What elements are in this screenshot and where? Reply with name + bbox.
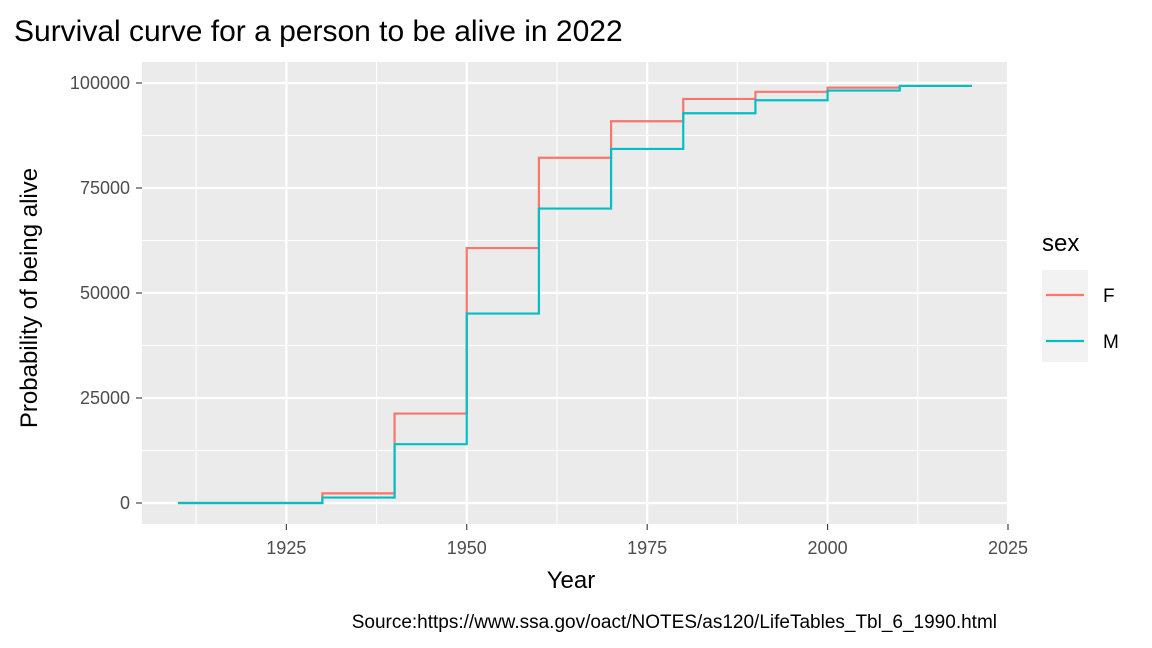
legend-label-M: M [1103, 332, 1119, 353]
legend-title: sex [1042, 230, 1079, 257]
legend-label-F: F [1103, 286, 1115, 307]
legend: sex F M [1042, 230, 1119, 362]
legend-key-background [1042, 270, 1088, 362]
series-lines [178, 84, 972, 505]
x-tick-label: 1975 [627, 538, 667, 558]
x-tick-label: 2000 [808, 538, 848, 558]
source-caption: Source:https://www.ssa.gov/oact/NOTES/as… [352, 612, 997, 633]
series-line-M [178, 84, 972, 505]
y-tick-label: 75000 [80, 178, 130, 198]
x-tick-label: 1925 [266, 538, 306, 558]
y-axis-title: Probability of being alive [16, 168, 43, 428]
y-tick-label: 100000 [70, 73, 130, 93]
y-tick-label: 0 [120, 493, 130, 513]
y-tick-label: 25000 [80, 388, 130, 408]
x-axis-title: Year [547, 567, 596, 594]
y-axis: 0 25000 50000 75000 100000 [70, 73, 142, 513]
x-tick-label: 2025 [988, 538, 1028, 558]
y-tick-label: 50000 [80, 283, 130, 303]
x-axis: 1925 1950 1975 2000 2025 [266, 524, 1028, 558]
x-tick-label: 1950 [447, 538, 487, 558]
chart-title: Survival curve for a person to be alive … [14, 15, 623, 48]
